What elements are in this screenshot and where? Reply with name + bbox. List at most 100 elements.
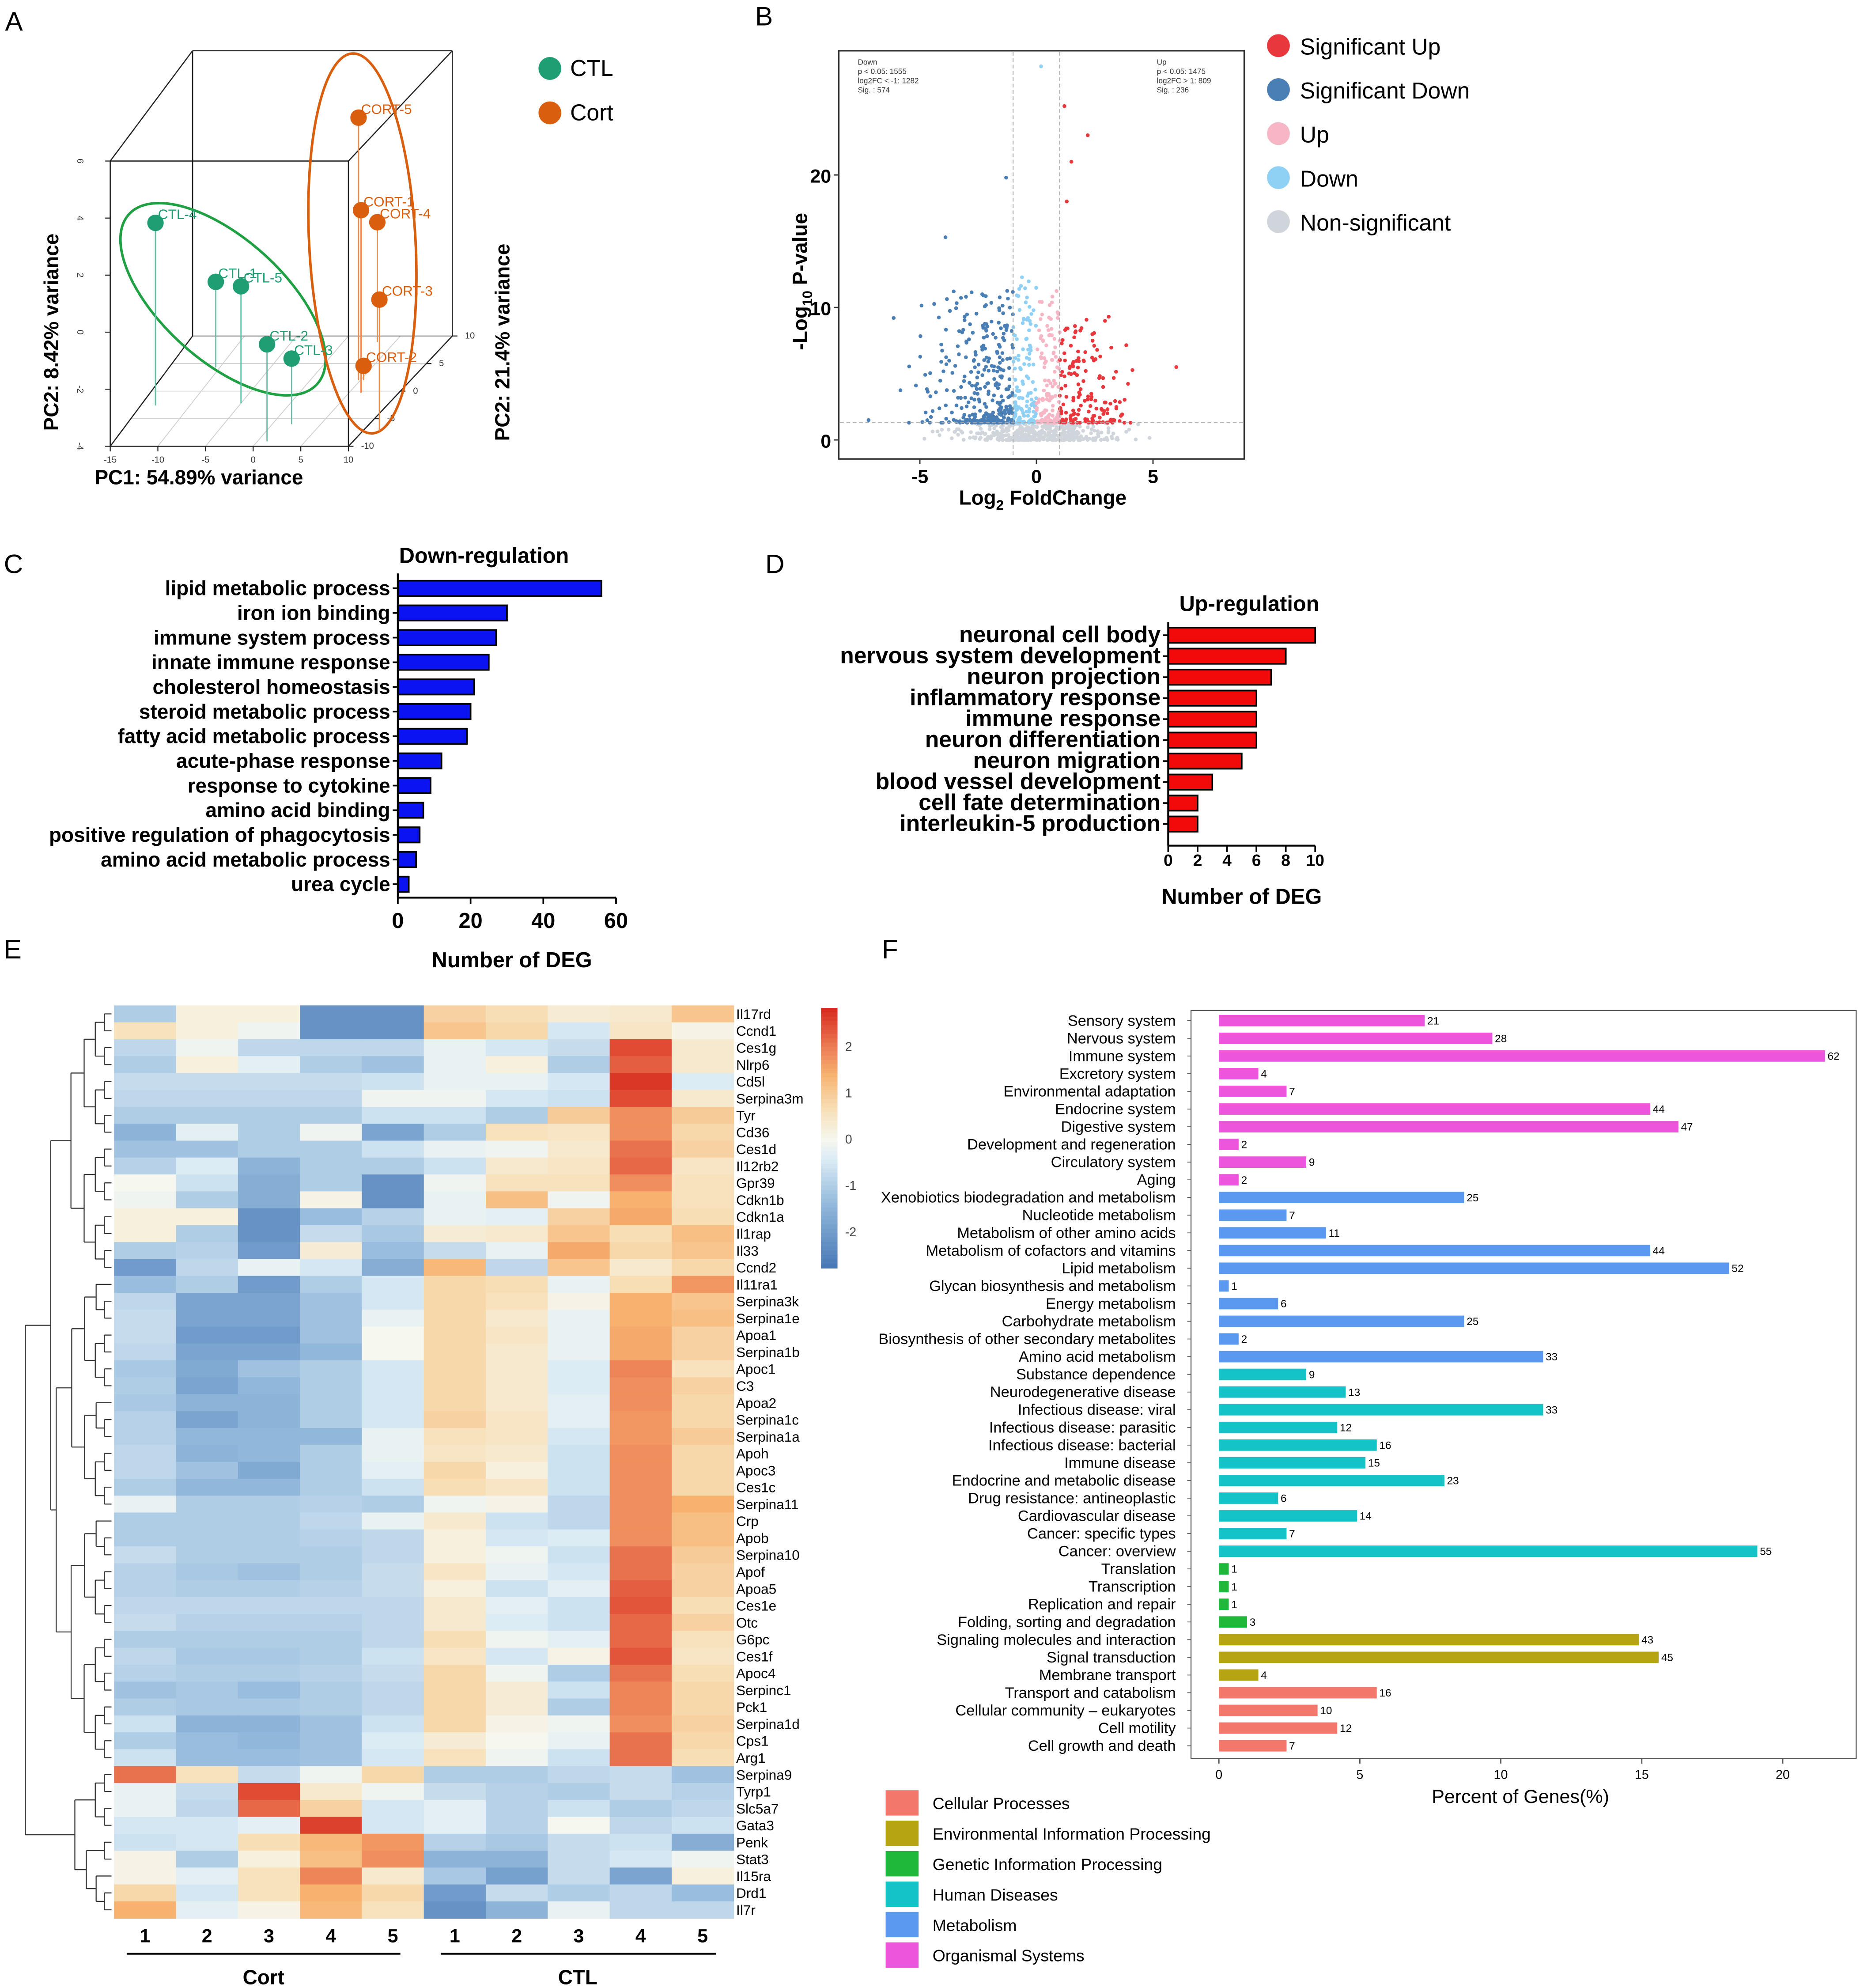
volcano-point	[1007, 438, 1011, 442]
bar	[397, 727, 468, 745]
heatmap-cell	[548, 1698, 610, 1716]
volcano-point	[984, 405, 988, 409]
heatmap-cell	[176, 1377, 238, 1395]
volcano-point	[1114, 405, 1119, 409]
heatmap-cell	[176, 1851, 238, 1868]
kegg-bar	[1219, 1192, 1464, 1204]
volcano-point	[1104, 400, 1108, 405]
heatmap-cell	[176, 1800, 238, 1818]
volcano-point	[1106, 426, 1111, 430]
heatmap-cell	[300, 1580, 363, 1598]
heatmap-cell	[423, 1665, 486, 1682]
heatmap-cell	[486, 1394, 548, 1412]
volcano-point	[957, 352, 961, 356]
kegg-bar	[1219, 1404, 1543, 1416]
volcano-point	[995, 369, 999, 374]
volcano-point	[1076, 349, 1080, 354]
heatmap-cell	[114, 1479, 177, 1496]
volcano-point	[1103, 319, 1107, 323]
heatmap-cell	[238, 1073, 301, 1091]
count-label: 1	[1231, 1599, 1237, 1611]
heatmap-cell	[423, 1039, 486, 1057]
heatmap-cell	[176, 1124, 238, 1141]
count-label: 10	[1320, 1705, 1332, 1717]
pca-point	[258, 336, 276, 353]
volcano-point	[957, 329, 961, 333]
volcano-point	[959, 296, 963, 300]
count-label: 15	[1368, 1457, 1380, 1469]
heatmap-cell	[300, 1867, 363, 1885]
colorbar-segment	[821, 1224, 838, 1230]
volcano-point	[1027, 420, 1031, 425]
down-annotation: Sig. : 574	[858, 85, 890, 94]
volcano-point	[984, 356, 989, 360]
y-axis-title-part: -Log	[789, 306, 812, 350]
heatmap-cell	[300, 1106, 363, 1125]
heatmap-cell	[609, 1208, 672, 1226]
volcano-point	[1027, 357, 1031, 361]
heatmap-cell	[671, 1326, 734, 1344]
kegg-bar	[1219, 1581, 1229, 1593]
colorbar-segment	[821, 1194, 838, 1200]
kegg-bar	[1219, 1262, 1729, 1274]
heatmap-cell	[609, 1343, 672, 1361]
volcano-point	[1051, 414, 1055, 418]
heatmap-cell	[362, 1140, 424, 1158]
gene-label: Serpina1d	[736, 1716, 800, 1732]
heatmap-cell	[671, 1191, 734, 1209]
heatmap-cell	[548, 1631, 610, 1648]
kegg-bar	[1219, 1209, 1287, 1221]
kegg-bar	[1219, 1492, 1278, 1504]
heatmap-cell	[114, 1783, 177, 1801]
heatmap-cell	[362, 1157, 424, 1175]
volcano-point	[1020, 408, 1024, 412]
colorbar-tick-label: -2	[845, 1225, 857, 1239]
x-tick-label: 15	[1635, 1768, 1649, 1782]
volcano-point	[991, 332, 995, 336]
heatmap-cell	[176, 1140, 238, 1158]
plot-frame	[1190, 1010, 1857, 1759]
heatmap-cell	[423, 1326, 486, 1344]
count-label: 43	[1641, 1634, 1653, 1646]
volcano-point	[1097, 376, 1101, 380]
gene-label: Serpina9	[736, 1767, 792, 1783]
colorbar-segment	[821, 1060, 838, 1065]
heatmap-cell	[486, 1157, 548, 1175]
kegg-bar	[1219, 1086, 1287, 1097]
pathway-label: Development and regeneration	[967, 1136, 1176, 1153]
count-label: 12	[1340, 1422, 1352, 1434]
heatmap-cell	[362, 1326, 424, 1344]
volcano-point	[1042, 356, 1047, 360]
volcano-point	[959, 385, 963, 389]
legend-swatch	[885, 1851, 919, 1877]
y-tick-label: 4	[75, 216, 85, 220]
volcano-point	[925, 418, 930, 422]
heatmap-cell	[671, 1715, 734, 1733]
volcano-point	[949, 436, 954, 440]
kegg-bar	[1219, 1722, 1338, 1734]
volcano-point	[1032, 414, 1036, 419]
heatmap-cell	[362, 1056, 424, 1074]
volcano-point	[1007, 411, 1011, 415]
volcano-point	[1093, 428, 1096, 433]
heatmap-cell	[548, 1529, 610, 1547]
pathway-label: Lipid metabolism	[1062, 1260, 1176, 1277]
heatmap-cell	[548, 1614, 610, 1632]
heatmap-cell	[486, 1479, 548, 1496]
volcano-point	[978, 437, 982, 441]
heatmap-cell	[238, 1479, 301, 1496]
heatmap-cell	[486, 1512, 548, 1530]
legend-label: CTL	[570, 55, 613, 81]
heatmap-cell	[300, 1597, 363, 1615]
heatmap-cell	[486, 1326, 548, 1344]
volcano-point	[991, 410, 995, 415]
volcano-point	[1027, 363, 1031, 367]
legend-label: Environmental Information Processing	[933, 1825, 1211, 1843]
volcano-point	[1034, 438, 1039, 442]
volcano-point	[892, 316, 896, 320]
heatmap-cell	[176, 1783, 238, 1801]
heatmap-cell	[548, 1242, 610, 1260]
volcano-point	[1069, 159, 1074, 164]
volcano-point	[992, 393, 996, 398]
